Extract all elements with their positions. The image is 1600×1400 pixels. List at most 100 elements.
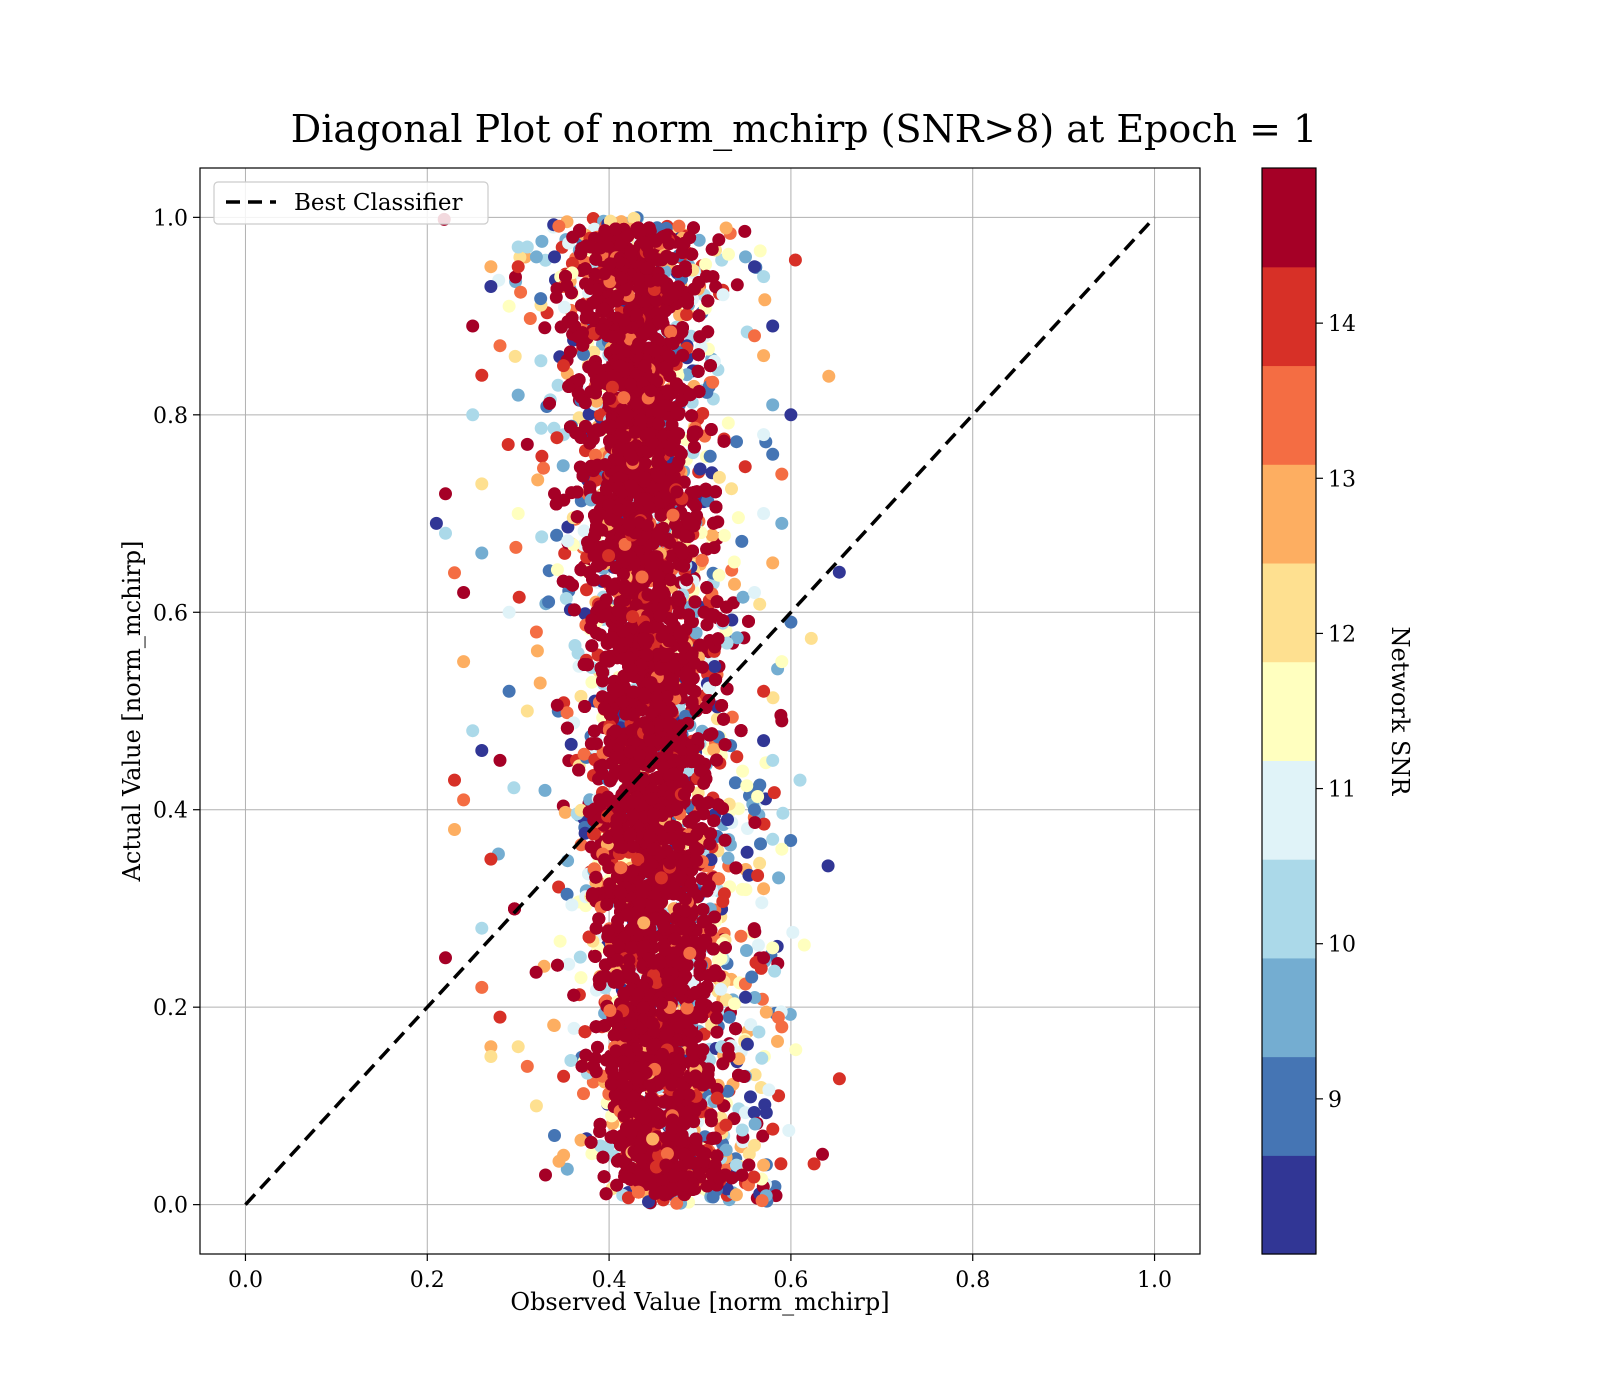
- data-point: [766, 753, 780, 767]
- data-point: [475, 368, 489, 382]
- data-point: [767, 786, 781, 800]
- data-point: [577, 747, 591, 761]
- data-point: [670, 1196, 684, 1210]
- data-point: [551, 378, 565, 392]
- data-point: [748, 260, 761, 274]
- data-point: [757, 349, 771, 363]
- data-point: [752, 1025, 766, 1039]
- data-point: [557, 359, 570, 373]
- data-point: [699, 257, 713, 271]
- data-point: [722, 1010, 736, 1024]
- data-point: [728, 776, 742, 790]
- data-point: [708, 660, 722, 673]
- data-point: [739, 250, 752, 264]
- data-point: [511, 388, 525, 402]
- data-point: [585, 1147, 599, 1161]
- data-point: [493, 753, 507, 767]
- data-point: [520, 704, 534, 718]
- data-point: [725, 482, 738, 496]
- data-point: [748, 1068, 762, 1082]
- data-point: [753, 778, 767, 792]
- data-point: [757, 1158, 771, 1172]
- data-point: [520, 437, 534, 451]
- data-point: [721, 1084, 735, 1098]
- data-point: [797, 938, 811, 952]
- data-point: [766, 447, 780, 461]
- data-point: [484, 280, 498, 293]
- data-point: [730, 631, 744, 645]
- data-point: [721, 851, 735, 865]
- data-point: [766, 941, 780, 955]
- data-point: [719, 1143, 733, 1157]
- data-point: [729, 1188, 743, 1202]
- data-point: [509, 540, 523, 554]
- data-point: [747, 1170, 761, 1184]
- data-point: [736, 590, 750, 604]
- data-point: [832, 1072, 846, 1086]
- data-point: [511, 507, 525, 520]
- data-point: [788, 253, 802, 267]
- data-point: [755, 1194, 769, 1208]
- data-point: [511, 260, 525, 274]
- data-point: [821, 859, 835, 873]
- data-point: [775, 714, 789, 728]
- data-point: [772, 1089, 786, 1103]
- data-point: [475, 546, 489, 560]
- data-point: [755, 896, 769, 910]
- data-point: [548, 487, 561, 501]
- data-point: [560, 887, 574, 901]
- data-point: [748, 1117, 762, 1131]
- data-point: [735, 1123, 749, 1137]
- data-point: [484, 260, 498, 274]
- data-point: [757, 951, 771, 965]
- data-point: [757, 507, 771, 520]
- data-point: [457, 586, 471, 599]
- data-point: [557, 1069, 571, 1083]
- data-point: [728, 577, 741, 591]
- data-point: [774, 1157, 788, 1171]
- data-point: [717, 529, 731, 542]
- data-point: [567, 1021, 581, 1035]
- data-point: [537, 461, 550, 475]
- data-point: [457, 793, 471, 807]
- data-point: [712, 233, 726, 247]
- data-point: [562, 957, 576, 971]
- data-point: [789, 1043, 803, 1057]
- data-point: [621, 1191, 635, 1205]
- data-point: [689, 626, 703, 640]
- data-point: [782, 1124, 796, 1137]
- data-point: [766, 398, 780, 412]
- data-point: [757, 270, 771, 284]
- data-point: [448, 773, 461, 787]
- data-point: [534, 354, 548, 368]
- data-point: [748, 991, 762, 1004]
- data-point: [740, 779, 754, 793]
- data-point: [523, 312, 537, 325]
- data-point: [707, 743, 721, 757]
- data-point: [466, 408, 480, 422]
- data-point: [502, 605, 516, 619]
- data-point: [703, 449, 717, 463]
- data-point: [559, 592, 573, 605]
- data-point: [672, 219, 686, 233]
- data-point: [753, 597, 767, 611]
- data-point: [535, 234, 549, 248]
- data-point: [547, 1019, 561, 1032]
- data-point: [560, 1162, 574, 1176]
- data-point: [739, 990, 752, 1004]
- chart-title: Diagonal Plot of norm_mchirp (SNR>8) at …: [291, 107, 1317, 152]
- data-point: [793, 773, 807, 787]
- data-point: [738, 460, 752, 474]
- data-point: [507, 781, 521, 795]
- data-point: [538, 321, 552, 335]
- data-point: [721, 416, 735, 430]
- data-point: [556, 459, 570, 473]
- data-point: [552, 219, 566, 233]
- data-point: [766, 832, 780, 846]
- data-point: [558, 805, 572, 819]
- data-point: [573, 950, 587, 964]
- data-point: [784, 834, 798, 847]
- data-point: [748, 586, 761, 599]
- data-point: [558, 546, 572, 560]
